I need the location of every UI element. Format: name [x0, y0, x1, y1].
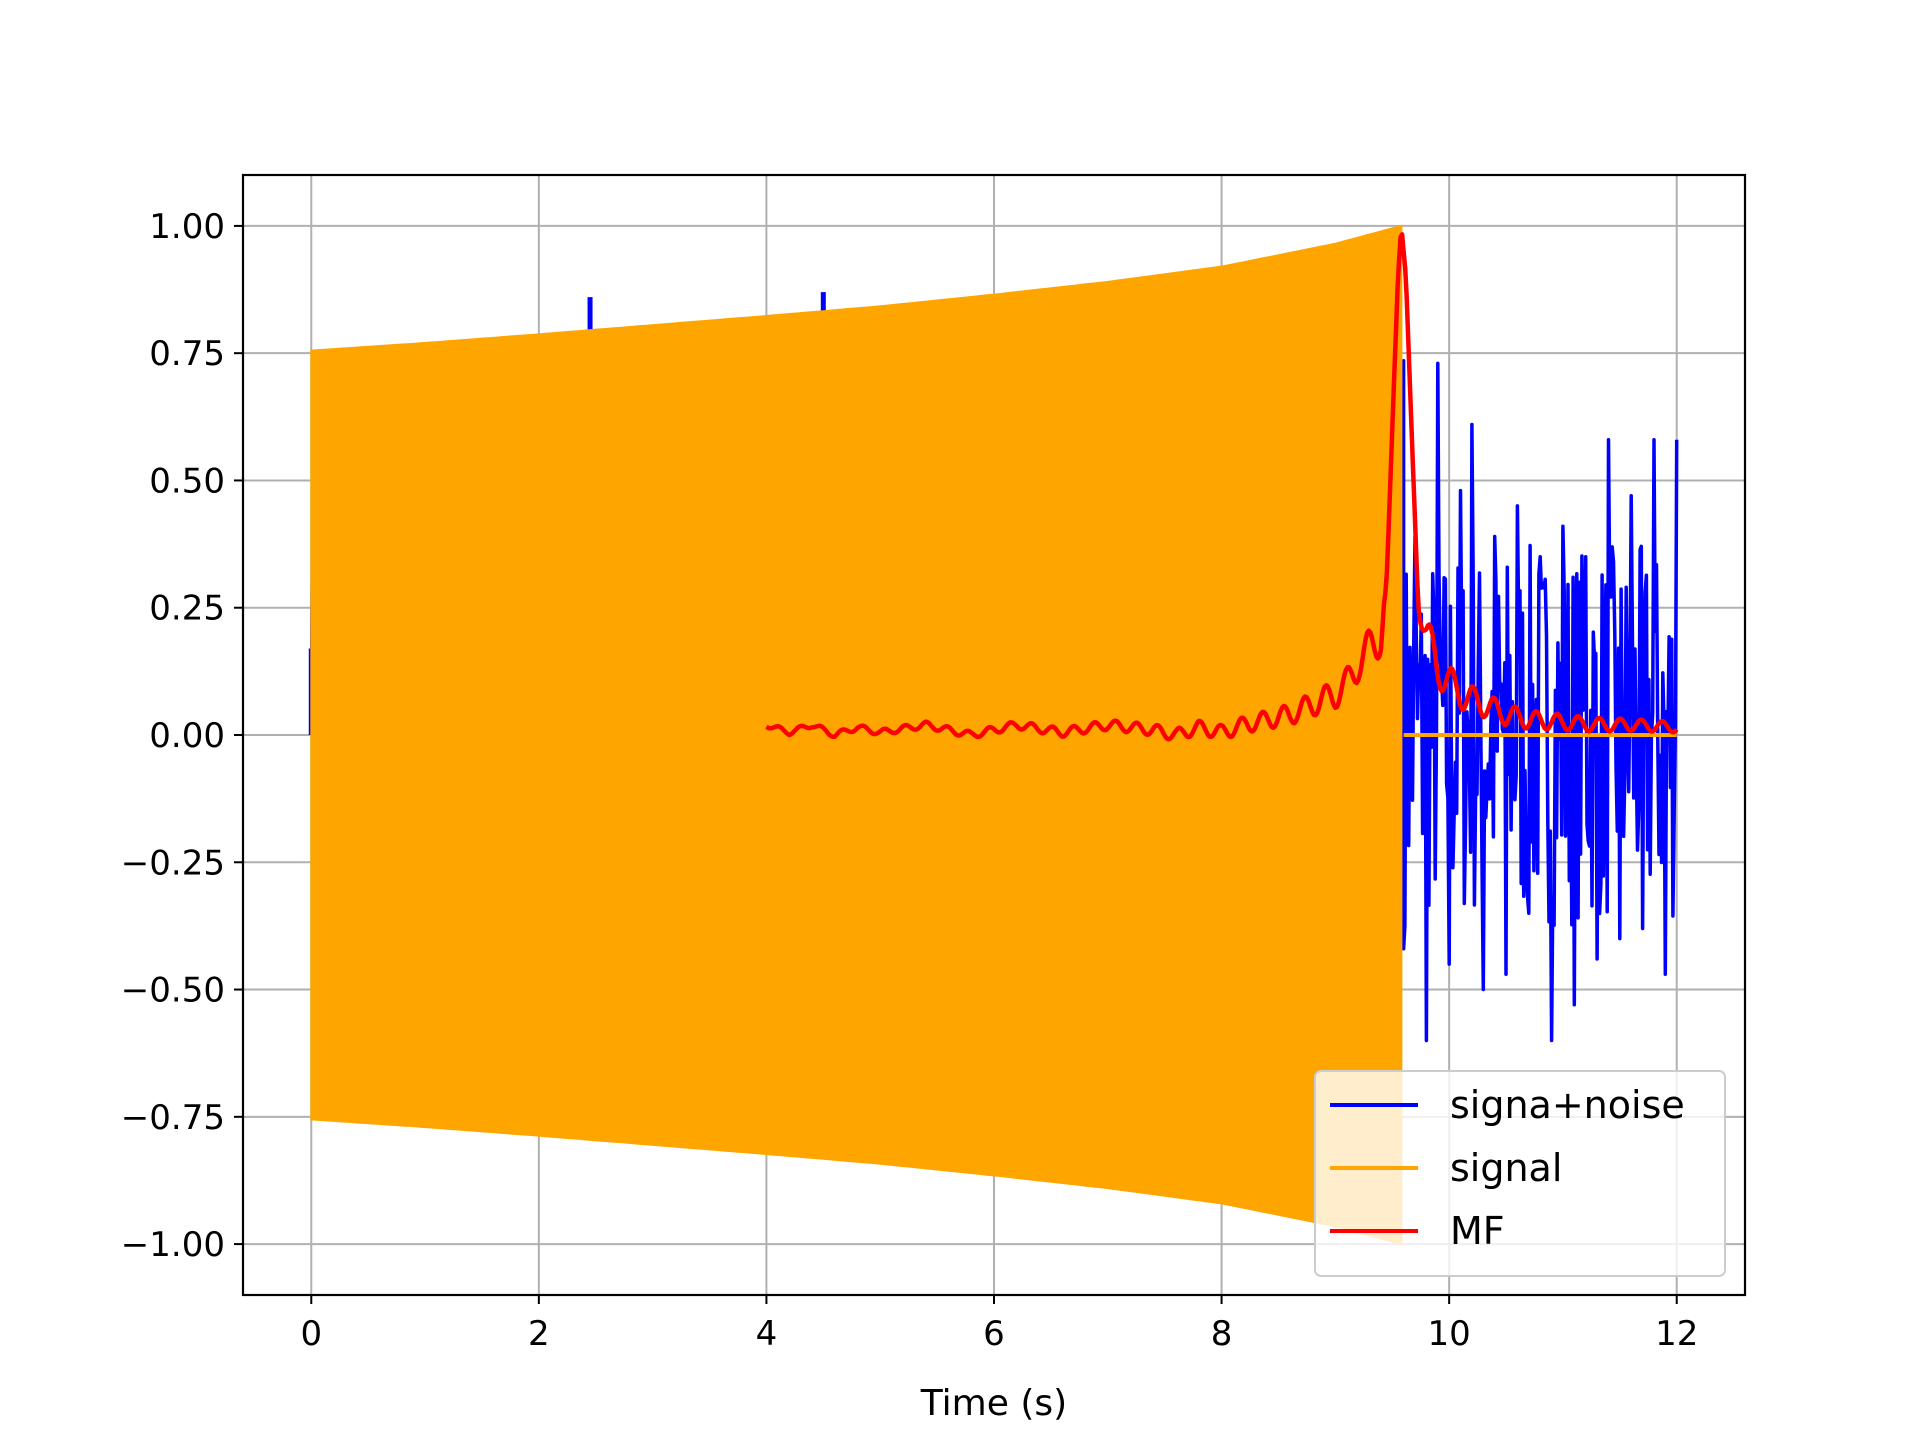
x-tick-label: 12: [1655, 1314, 1698, 1354]
y-tick-label: 1.00: [149, 207, 225, 247]
legend-label-signal: signal: [1450, 1146, 1562, 1190]
y-tick-label: 0.00: [149, 716, 225, 756]
x-tick-label: 4: [756, 1314, 778, 1354]
y-tick-label: −0.25: [121, 843, 225, 883]
x-tick-label: 8: [1211, 1314, 1233, 1354]
legend-label-mf: MF: [1450, 1209, 1505, 1253]
series-signal-band: [311, 226, 1401, 1244]
legend: signa+noise signal MF: [1315, 1071, 1725, 1276]
x-tick-label: 6: [983, 1314, 1005, 1354]
y-tick-label: −1.00: [121, 1225, 225, 1265]
x-tick-label: 10: [1428, 1314, 1471, 1354]
x-axis-label: Time (s): [920, 1383, 1067, 1424]
x-tick-label: 2: [528, 1314, 550, 1354]
y-tick-label: −0.50: [121, 971, 225, 1011]
y-tick-label: −0.75: [121, 1098, 225, 1138]
y-tick-label: 0.75: [149, 334, 225, 374]
y-tick-label: 0.25: [149, 589, 225, 629]
y-tick-label: 0.50: [149, 461, 225, 501]
legend-label-signa-noise: signa+noise: [1450, 1083, 1685, 1127]
x-tick-label: 0: [300, 1314, 322, 1354]
